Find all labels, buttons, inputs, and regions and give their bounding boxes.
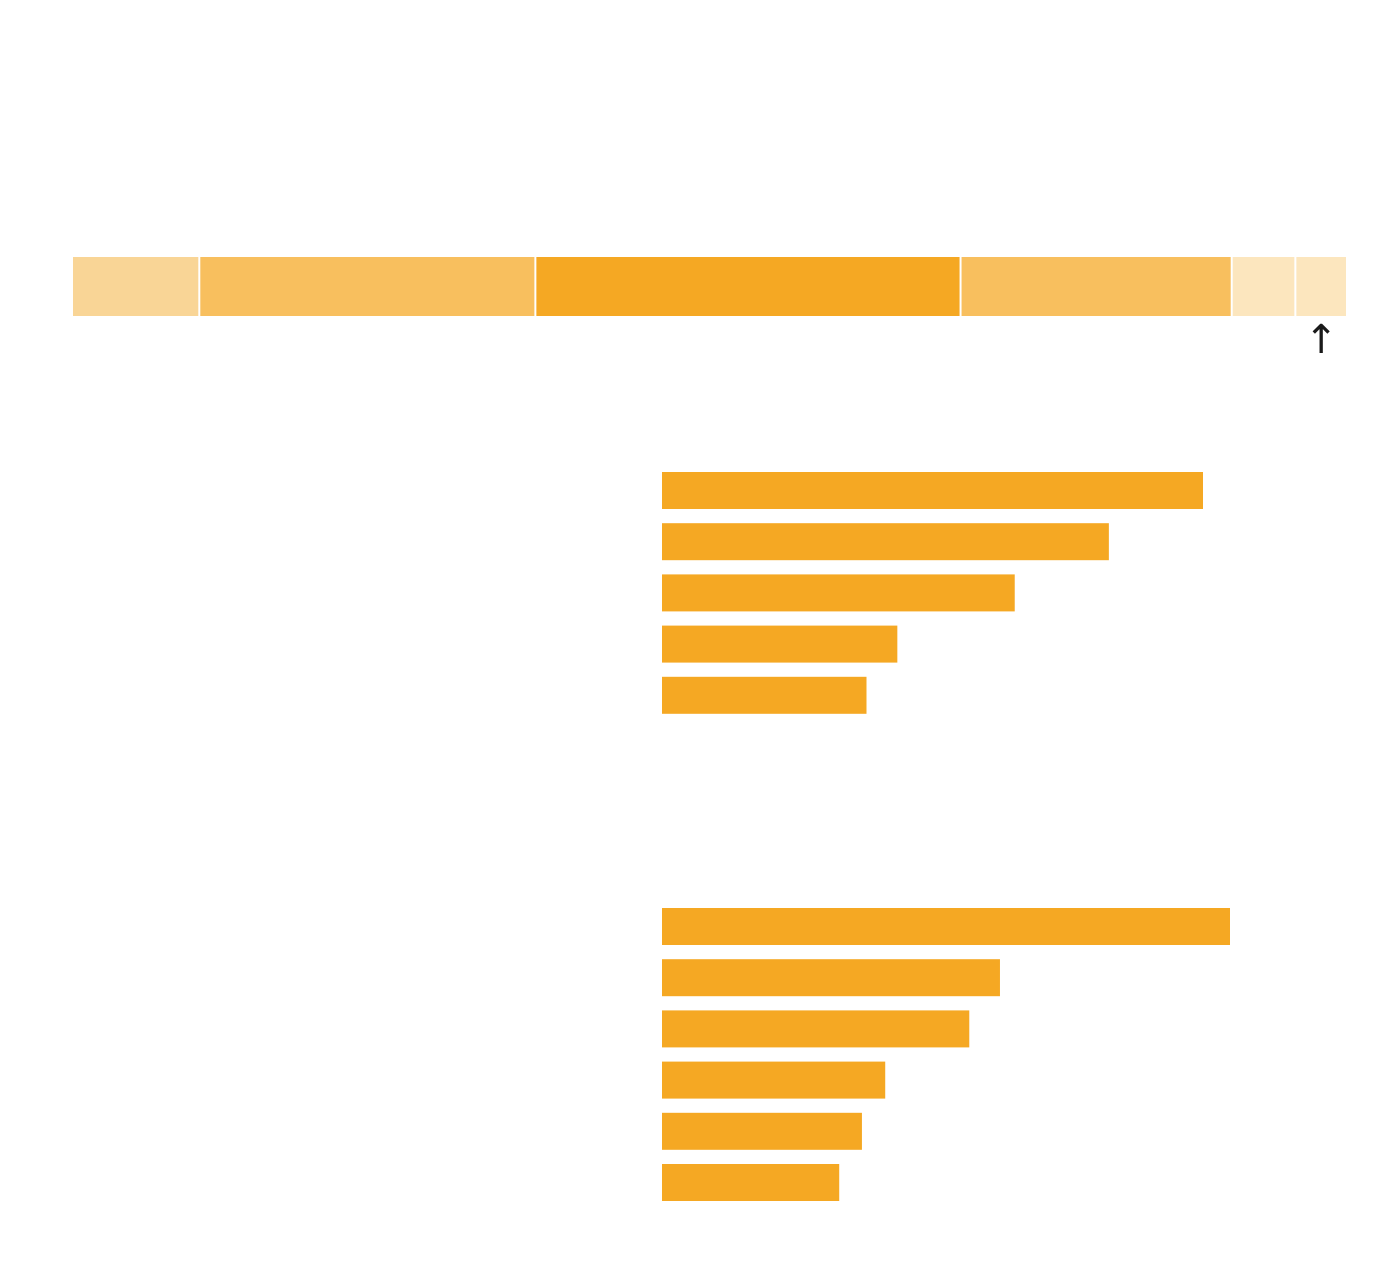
stack-segment-1 — [73, 257, 199, 316]
bar-chart-bottom — [662, 908, 1230, 1201]
stacked-bar-chart — [73, 257, 1346, 316]
bottom-chart-bar-1 — [662, 908, 1230, 945]
stack-segment-6 — [1296, 257, 1346, 316]
bar-chart-top — [662, 472, 1203, 714]
stack-segment-4 — [961, 257, 1231, 316]
bottom-chart-bar-2 — [662, 959, 1000, 997]
top-chart-bar-5 — [662, 676, 867, 714]
bottom-chart-bar-3 — [662, 1010, 970, 1048]
bottom-chart-bar-4 — [662, 1061, 886, 1099]
bottom-chart-bar-5 — [662, 1112, 862, 1150]
top-chart-bar-3 — [662, 574, 1015, 612]
stack-segment-2 — [200, 257, 535, 316]
up-arrow-icon: ↑ — [1304, 317, 1338, 363]
top-chart-bar-1 — [662, 472, 1203, 509]
top-chart-bar-2 — [662, 523, 1109, 561]
top-chart-bar-4 — [662, 625, 898, 663]
stack-segment-5 — [1232, 257, 1295, 316]
bottom-chart-bar-6 — [662, 1164, 840, 1201]
stack-segment-3 — [536, 257, 960, 316]
